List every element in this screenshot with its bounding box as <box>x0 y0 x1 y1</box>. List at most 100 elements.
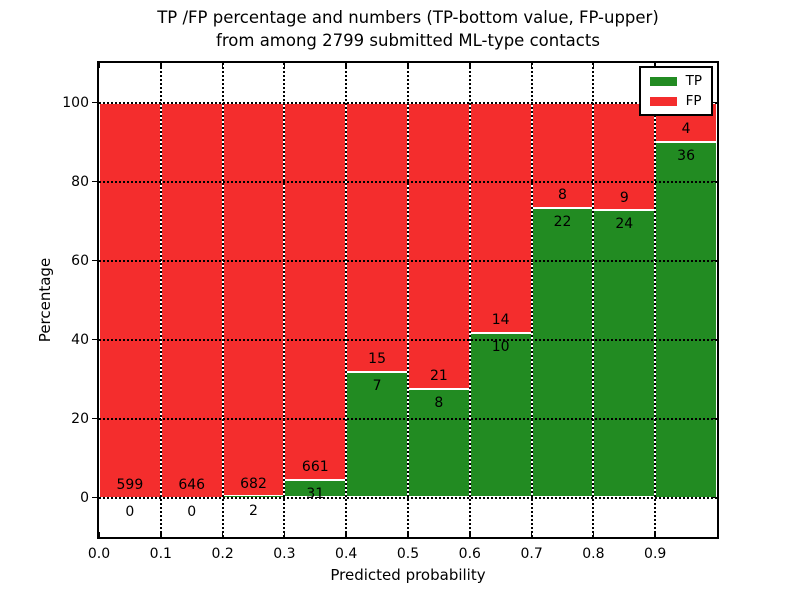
x-tick-bottom <box>345 532 347 537</box>
x-tick-top <box>98 63 100 68</box>
fp-count-label: 15 <box>368 351 387 368</box>
legend-item: FP <box>649 93 702 109</box>
y-gridline <box>99 180 717 183</box>
tp-count-label: 7 <box>372 378 382 395</box>
x-tick-bottom <box>592 532 595 537</box>
y-tick-left <box>92 101 97 104</box>
legend-label: FP <box>685 93 702 109</box>
x-tick-label: 0.4 <box>335 546 358 562</box>
bar-segment-fp <box>222 102 285 497</box>
y-gridline <box>99 101 717 104</box>
bar-segment-fp <box>99 102 161 498</box>
bar-segment-fp <box>284 102 347 480</box>
x-gridline <box>345 63 348 537</box>
x-tick-bottom <box>160 532 162 537</box>
x-tick-top <box>530 63 533 68</box>
y-tick-right <box>712 180 717 183</box>
fp-count-label: 599 <box>116 476 144 493</box>
x-tick-bottom <box>283 532 286 537</box>
x-tick-top <box>160 63 162 68</box>
bar-segment-tp <box>346 371 408 498</box>
x-tick-bottom <box>654 532 656 537</box>
y-tick-label: 60 <box>71 252 89 269</box>
legend-swatch-tp <box>649 76 677 86</box>
x-gridline <box>159 63 162 537</box>
bar-segment-fp <box>408 102 470 389</box>
fp-count-label: 14 <box>491 312 510 329</box>
x-tick-top <box>469 63 471 68</box>
chart-title-line1: TP /FP percentage and numbers (TP-bottom… <box>157 8 659 27</box>
x-tick-top <box>345 63 347 68</box>
bar-segment-fp <box>469 102 532 333</box>
y-tick-right <box>712 101 717 104</box>
x-tick-label: 0.6 <box>458 546 481 562</box>
bar-segment-tp <box>655 142 717 498</box>
tp-count-label: 0 <box>187 503 197 520</box>
bar-segment-fp <box>531 102 594 208</box>
tp-count-label: 8 <box>434 394 444 411</box>
legend-label: TP <box>685 73 702 89</box>
chart-title: TP /FP percentage and numbers (TP-bottom… <box>157 6 659 52</box>
fp-count-label: 8 <box>558 187 567 204</box>
x-tick-label: 0.0 <box>87 546 111 562</box>
bar-segment-tp <box>593 210 656 498</box>
y-gridline <box>99 338 717 341</box>
x-tick-bottom <box>407 532 409 537</box>
fp-count-label: 661 <box>301 459 329 476</box>
x-tick-bottom <box>469 532 471 537</box>
x-tick-bottom <box>221 532 224 537</box>
y-tick-left <box>92 417 97 420</box>
y-tick-left <box>92 259 97 262</box>
x-tick-label: 0.7 <box>520 546 543 562</box>
x-axis-label: Predicted probability <box>330 566 486 584</box>
x-tick-label: 0.8 <box>582 546 605 562</box>
x-gridline <box>592 63 595 537</box>
bar-segment-fp <box>160 102 223 498</box>
x-tick-label: 0.1 <box>149 546 172 562</box>
tp-count-label: 22 <box>553 214 572 231</box>
y-tick-right <box>712 496 717 499</box>
tp-count-label: 36 <box>677 148 696 165</box>
fp-count-label: 682 <box>240 475 267 492</box>
plot-area: TP FP 599 0 646 0 682 2 661 31 15 7 21 8 14 10 8 22 9 24 4 3… <box>62 61 719 562</box>
fp-count-label: 646 <box>178 476 206 493</box>
x-gridline <box>654 63 657 537</box>
legend-item: TP <box>649 73 702 89</box>
bar-segment-tp <box>469 332 532 498</box>
y-tick-right <box>712 417 717 420</box>
y-tick-label: 0 <box>80 489 89 506</box>
x-tick-label: 0.5 <box>396 546 420 562</box>
legend-swatch-fp <box>649 96 677 106</box>
y-gridline <box>99 259 717 262</box>
chart-title-line2: from among 2799 submitted ML-type contac… <box>216 31 600 50</box>
x-tick-top <box>221 63 224 68</box>
x-gridline <box>221 63 224 537</box>
x-tick-bottom <box>530 532 533 537</box>
x-gridline <box>530 63 533 537</box>
fp-count-label: 9 <box>619 189 629 206</box>
x-tick-top <box>283 63 286 68</box>
tp-count-label: 2 <box>249 502 258 519</box>
x-tick-bottom <box>98 532 100 537</box>
x-gridline <box>468 63 471 537</box>
x-tick-label: 0.2 <box>211 546 234 562</box>
y-tick-label: 20 <box>71 410 89 427</box>
legend: TP FP <box>638 66 713 116</box>
tp-count-label: 24 <box>615 216 634 233</box>
x-tick-label: 0.9 <box>644 546 667 562</box>
x-gridline <box>407 63 409 537</box>
x-tick-top <box>407 63 409 68</box>
fp-count-label: 4 <box>681 121 691 138</box>
y-tick-right <box>712 259 717 262</box>
y-tick-left <box>92 496 97 499</box>
x-gridline <box>283 63 286 537</box>
y-gridline <box>99 417 717 420</box>
y-gridline <box>99 496 717 499</box>
bar-segment-fp <box>346 102 408 372</box>
bar-segment-fp <box>593 102 656 211</box>
y-tick-label: 80 <box>71 173 89 190</box>
y-tick-label: 100 <box>62 94 89 111</box>
x-tick-top <box>654 63 656 68</box>
fp-count-label: 21 <box>429 367 448 384</box>
